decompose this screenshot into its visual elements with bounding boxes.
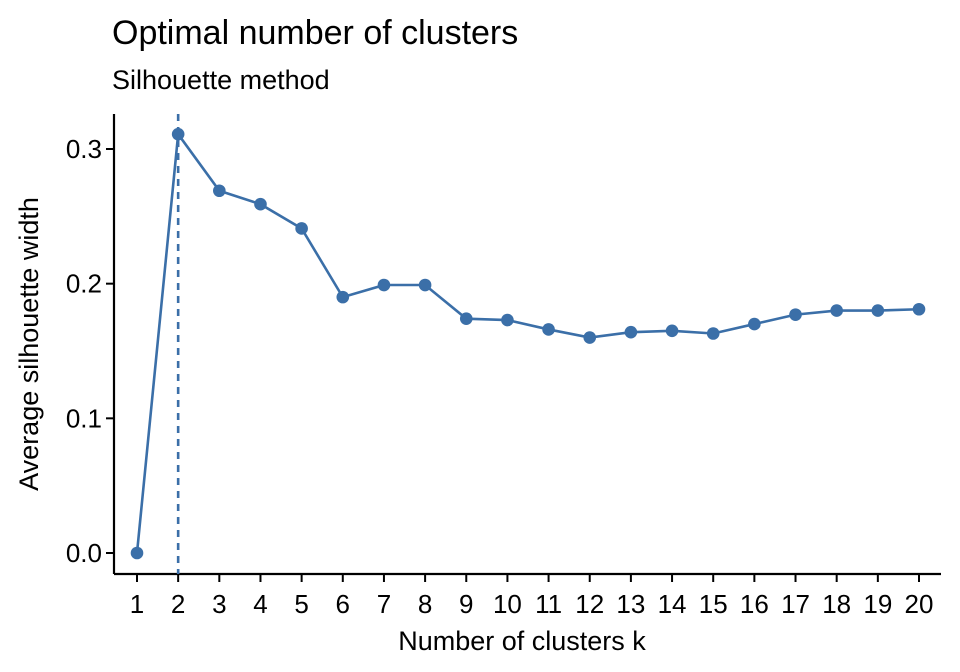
y-axis-ticks: 0.0 0.1 0.2 0.3: [66, 134, 114, 568]
y-tick-label: 0.3: [66, 134, 102, 164]
data-point: [418, 278, 432, 292]
x-tick-label: 1: [130, 589, 144, 619]
x-tick-label: 8: [418, 589, 432, 619]
x-tick-label: 17: [781, 589, 810, 619]
data-point: [665, 324, 679, 338]
data-point: [706, 327, 720, 340]
series-line: [135, 130, 920, 554]
x-tick-label: 2: [171, 589, 185, 619]
x-tick-label: 3: [212, 589, 226, 619]
data-point: [377, 278, 391, 292]
chart-subtitle: Silhouette method: [112, 65, 330, 95]
data-point: [213, 184, 226, 198]
x-tick-label: 18: [822, 589, 851, 619]
x-tick-label: 11: [535, 589, 562, 619]
data-point: [295, 222, 308, 235]
data-point: [748, 317, 761, 331]
data-point: [871, 304, 885, 317]
data-point: [789, 308, 802, 321]
series-points: [130, 127, 926, 560]
x-axis-title: Number of clusters k: [398, 626, 646, 656]
data-point: [336, 290, 350, 304]
x-tick-label: 6: [336, 589, 350, 619]
y-axis-title: Average silhouette width: [14, 197, 44, 491]
x-tick-label: 13: [616, 589, 645, 619]
x-tick-label: 5: [294, 589, 308, 619]
y-tick-label: 0.0: [66, 538, 102, 568]
data-point: [130, 546, 144, 560]
chart-title: Optimal number of clusters: [112, 14, 518, 52]
x-tick-label: 15: [699, 589, 728, 619]
x-tick-label: 9: [459, 589, 473, 619]
x-tick-label: 16: [740, 589, 769, 619]
y-tick-label: 0.1: [66, 403, 102, 433]
x-tick-label: 19: [863, 589, 892, 619]
x-axis-ticks: 1 2 3 4 5 6 7 8 9 10 11 12 13 14 15 16 17 18 19 20: [130, 574, 934, 619]
y-tick-label: 0.2: [66, 269, 102, 299]
x-tick-label: 14: [658, 589, 687, 619]
data-point: [624, 325, 638, 339]
x-tick-label: 20: [905, 589, 934, 619]
data-point: [912, 302, 926, 316]
data-point: [254, 197, 267, 211]
data-point: [459, 312, 473, 325]
data-point: [830, 304, 843, 317]
data-point: [171, 127, 185, 141]
x-tick-label: 7: [377, 589, 391, 619]
data-point: [583, 331, 597, 344]
x-tick-label: 4: [253, 589, 267, 619]
data-point: [501, 313, 514, 327]
data-point: [542, 323, 555, 336]
x-tick-label: 10: [493, 589, 522, 619]
x-tick-label: 12: [575, 589, 604, 619]
